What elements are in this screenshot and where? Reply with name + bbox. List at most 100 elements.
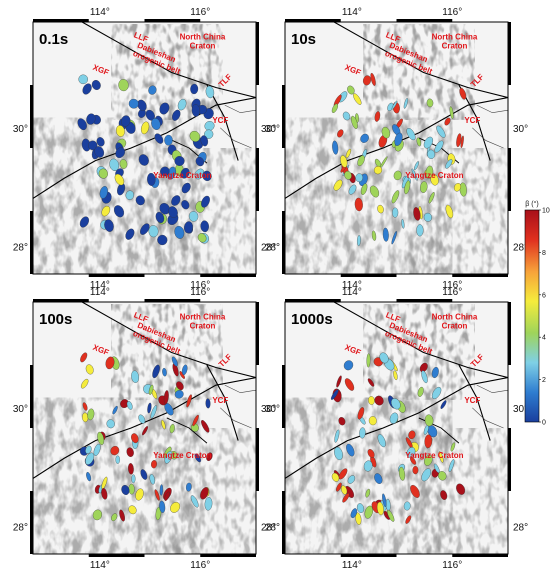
station-ellipse [364, 505, 373, 519]
station-ellipse [125, 228, 135, 240]
station-ellipse [98, 168, 108, 179]
map-panels: 114°114°116°116°30° 30°28° 28°0.1s LLF North… [13, 7, 528, 571]
frame-bar [88, 274, 145, 277]
station-ellipse [431, 366, 439, 379]
station-ellipse [91, 80, 101, 90]
lon-tick-label: 116° [442, 287, 462, 298]
station-ellipse [119, 509, 125, 522]
region-label-north-china: Craton [442, 41, 468, 50]
station-ellipse [171, 109, 181, 121]
station-ellipse [186, 394, 192, 408]
station-ellipse [109, 158, 120, 171]
frame-bar [256, 148, 259, 211]
station-ellipse [164, 451, 173, 464]
boundary-line [472, 104, 508, 149]
station-ellipse [104, 219, 114, 232]
lat-tick-label: 28° [513, 522, 528, 533]
station-ellipse [434, 140, 444, 153]
fault-llf [81, 302, 256, 379]
station-ellipse [423, 212, 432, 222]
station-ellipse [456, 483, 466, 495]
station-ellipse [430, 174, 439, 186]
station-ellipse [77, 118, 87, 131]
station-ellipse [440, 400, 447, 409]
station-ellipse [413, 207, 421, 221]
station-ellipse [184, 221, 193, 234]
station-ellipse [374, 473, 383, 484]
lon-tick-label: 116° [190, 280, 210, 291]
station-ellipse [456, 133, 462, 148]
frame-bar [88, 554, 145, 557]
station-ellipse [374, 111, 381, 122]
station-ellipse [80, 352, 88, 363]
station-ellipse [379, 352, 389, 364]
station-ellipse [148, 225, 159, 238]
station-ellipse [204, 497, 213, 511]
terrain-relief [111, 304, 223, 400]
station-ellipse [445, 204, 454, 219]
station-ellipse [449, 106, 454, 119]
station-ellipse [195, 157, 205, 167]
station-ellipse [121, 115, 131, 127]
station-ellipse [357, 155, 365, 167]
frame-bar [340, 554, 397, 557]
station-ellipse [88, 140, 98, 151]
lon-tick-label: 114° [342, 280, 362, 291]
station-ellipse [377, 434, 386, 448]
frame-bar [30, 211, 33, 274]
station-ellipse [437, 471, 447, 481]
station-ellipse [431, 386, 442, 400]
station-ellipse [148, 384, 154, 395]
station-ellipse [336, 375, 342, 388]
station-ellipse [354, 197, 363, 212]
station-ellipse [421, 370, 428, 384]
station-ellipse [342, 493, 350, 503]
station-ellipse [370, 72, 376, 86]
station-ellipse [118, 79, 129, 92]
station-ellipse [333, 179, 343, 191]
station-ellipse [112, 405, 118, 415]
station-ellipse [347, 475, 356, 484]
frame-bar [30, 365, 33, 428]
station-ellipse [368, 416, 377, 426]
station-ellipse [155, 211, 165, 224]
station-ellipse [419, 362, 428, 373]
station-ellipse [106, 419, 115, 429]
colorbar-title: β (°) [525, 200, 538, 208]
station-ellipse [357, 407, 365, 420]
station-ellipse [192, 414, 199, 427]
station-ellipse [141, 121, 150, 135]
station-ellipse [391, 231, 397, 245]
frame-bar [508, 148, 511, 211]
fault-label-ycf: YCF [464, 116, 480, 125]
station-ellipse [401, 218, 405, 229]
station-ellipse [367, 449, 375, 458]
frame-bar [282, 211, 285, 274]
region-label-north-china: North China [180, 33, 226, 42]
station-ellipse [391, 100, 398, 110]
frame-bar [282, 85, 285, 148]
map-panel-p4: 114°114°116°116°30° 30°28° 28°1000s LLF Nort… [265, 287, 528, 571]
station-ellipse [169, 423, 175, 434]
lat-tick-label: 30° [265, 124, 280, 135]
station-ellipse [85, 445, 92, 454]
lat-tick-label: 28° [13, 522, 28, 533]
station-ellipse [105, 356, 115, 370]
station-ellipse [126, 447, 134, 457]
station-ellipse [371, 230, 377, 241]
boundary-line [220, 104, 256, 149]
station-ellipse [140, 223, 150, 235]
map-panel-p1: 114°114°116°116°30° 30°28° 28°0.1s LLF North… [13, 7, 276, 291]
region-label-north-china: Craton [190, 41, 216, 50]
fault-llf [333, 22, 508, 99]
region-label-yangtze: Yangtze Craton [153, 451, 211, 460]
lat-tick-label: 28° [265, 522, 280, 533]
station-ellipse [404, 180, 411, 195]
station-ellipse [373, 165, 383, 175]
station-ellipse [200, 487, 209, 500]
terrain-relief [363, 24, 475, 120]
period-label: 10s [291, 31, 316, 48]
frame-bar [508, 302, 511, 365]
station-ellipse [151, 118, 161, 130]
